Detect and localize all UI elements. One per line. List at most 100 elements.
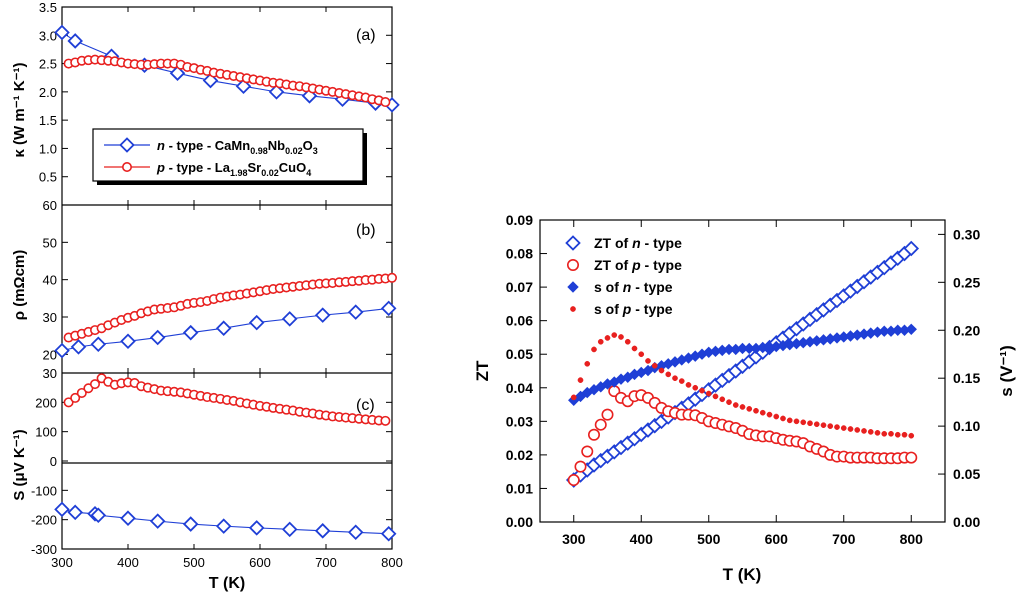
panel-a-series (54, 24, 400, 113)
panel-b-series (54, 272, 397, 359)
legend-sub: 3 (313, 146, 318, 156)
circle-filled-point (739, 404, 746, 410)
y2tick-label: 0.30 (953, 226, 980, 242)
right-ylabel: ZT (473, 360, 492, 381)
circle-filled-point (881, 430, 888, 437)
legend-text: - type - La (165, 160, 231, 175)
legend-text: Nb (268, 138, 285, 153)
circle-filled-point (726, 399, 732, 406)
circle-filled-point (699, 387, 705, 394)
xtick-label: 600 (249, 555, 271, 570)
diamond-marker (380, 300, 397, 317)
circle-open-point (574, 460, 587, 473)
legend-type: n (623, 279, 632, 295)
left-outer-frame (61, 6, 393, 550)
xtick-label: 800 (381, 555, 403, 570)
ytick-label: 2.0 (39, 85, 57, 100)
ytick-label: 0.08 (506, 246, 533, 262)
circle-open-point (594, 418, 607, 431)
ytick-label: 3.0 (39, 28, 57, 43)
diamond-marker (54, 24, 70, 41)
circle-marker (380, 97, 391, 108)
xtick-label: 700 (832, 531, 856, 547)
diamond-marker (149, 513, 166, 529)
ytick-label: 0.02 (506, 447, 533, 463)
ytick-label-top: 30 (43, 366, 57, 381)
legend-swatch-marker (119, 137, 135, 153)
legend-sub: 0.98 (250, 146, 268, 156)
diamond-marker (90, 507, 107, 524)
xtick-label: 700 (315, 555, 337, 570)
circle-marker (63, 397, 74, 408)
diamond-marker (281, 311, 298, 327)
circle-filled-point (759, 409, 766, 416)
legend-type: p (622, 301, 632, 317)
circle-filled-point (820, 422, 827, 429)
right-xlabel: T (K) (723, 565, 762, 584)
panel-a-label: (a) (356, 27, 376, 44)
left-panels-frame (61, 6, 393, 550)
xtick-label: 400 (630, 531, 654, 547)
legend-text: - type (631, 279, 672, 295)
left-xlabel: T (K) (209, 575, 245, 592)
circle-filled-point (786, 417, 793, 424)
legend-box (92, 128, 364, 182)
y2tick-label: 0.05 (953, 466, 980, 482)
legend-sub: 1.98 (230, 168, 248, 178)
xtick-label: 500 (697, 531, 721, 547)
ytick-label: 3.5 (39, 0, 57, 15)
legend-type: n (632, 235, 641, 251)
ytick-label: -200 (31, 513, 57, 528)
legend-swatch (565, 235, 581, 251)
circle-filled-point (827, 423, 834, 429)
legend-type: p (156, 160, 165, 175)
legend-sub: 0.02 (285, 146, 303, 156)
diamond-marker (67, 33, 83, 49)
panel-a-ylabel-text: κ (W m⁻¹ K⁻¹) (11, 62, 28, 157)
diamond-marker (54, 342, 70, 359)
ytick-label: 0.03 (506, 413, 533, 429)
xtick-label: 300 (562, 531, 586, 547)
y2tick-label: 0.10 (953, 418, 980, 434)
panel-b-label: (b) (356, 222, 376, 239)
panel-c-series (54, 373, 397, 542)
circle-filled-point (874, 429, 881, 436)
circle-filled-point (753, 407, 759, 414)
circle-marker (70, 392, 81, 403)
xtick-label: 600 (765, 531, 789, 547)
circle-filled-point (766, 411, 773, 418)
diamond-marker (182, 324, 199, 341)
legend-text: s of (594, 301, 623, 317)
diamond-marker (215, 518, 232, 534)
panel-a-axes: 0.5 1.0 1.5 2.0 2.5 3.0 3.5 60 (39, 0, 393, 213)
ytick-label: 0.00 (506, 514, 533, 530)
circle-filled-point (908, 432, 915, 439)
circle-filled-point (577, 377, 584, 383)
circle-filled-point (570, 394, 577, 401)
circle-filled-point (645, 358, 651, 364)
diamond-marker (90, 336, 107, 353)
legend-swatch (566, 258, 579, 271)
circle-filled-point (685, 382, 692, 388)
circle-filled-point (719, 396, 726, 403)
legend-text: ZT of (594, 235, 632, 251)
circle-filled-point (861, 428, 867, 434)
circle-open-point (587, 428, 600, 441)
ytick-label: -100 (31, 483, 57, 498)
xtick-label: 800 (900, 531, 924, 547)
diamond-marker (268, 84, 285, 100)
circle-filled-point (793, 418, 800, 425)
circle-filled-point (854, 427, 861, 433)
circle-filled-point (678, 378, 685, 384)
circle-filled-point (840, 425, 847, 431)
panel-c-axes: -300 -200 -100 0 100 200 300 400 500 600 700 800 (31, 373, 403, 570)
legend-text: - type (641, 235, 682, 251)
circle-open-point (581, 445, 594, 458)
circle-filled-point (705, 390, 712, 397)
ytick-label-top: 60 (43, 198, 57, 213)
legend-swatch (567, 281, 579, 293)
ytick-label: 2.5 (39, 57, 57, 72)
ytick-label: 0.04 (506, 380, 533, 396)
diamond-marker (248, 520, 265, 536)
